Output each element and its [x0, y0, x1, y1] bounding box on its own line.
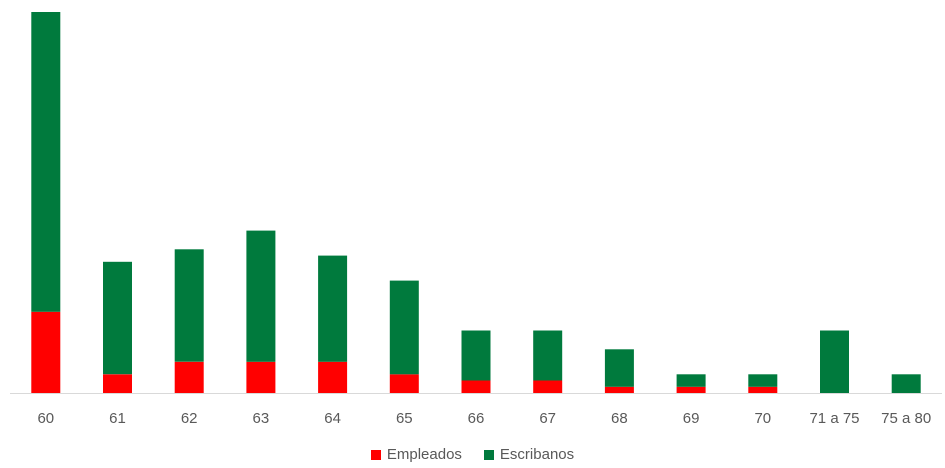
x-tick-label: 66	[468, 410, 485, 427]
x-tick-label: 61	[109, 410, 126, 427]
bar-escribanos-75-a-80	[891, 374, 921, 393]
legend-item-empleados: Empleados	[370, 446, 462, 463]
legend-label-escribanos: Escribanos	[499, 446, 575, 463]
bar-empleados-65	[389, 374, 419, 393]
bars-group	[31, 12, 921, 393]
legend-swatch-empleados	[370, 449, 381, 460]
x-tick-labels: 60 61 62 63 64 65 66 67 68 69 70 71 a 75 75 a 80	[37, 410, 931, 427]
bar-empleados-61	[103, 374, 132, 393]
bar-escribanos-67	[533, 330, 563, 381]
legend-label-empleados: Empleados	[386, 446, 462, 463]
bar-empleados-63	[246, 361, 276, 393]
x-tick-label: 60	[37, 410, 54, 427]
x-tick-label: 70	[754, 410, 771, 427]
legend: Empleados Escribanos	[0, 446, 945, 463]
x-tick-label: 67	[539, 410, 556, 427]
bar-escribanos-69	[676, 374, 706, 387]
bar-escribanos-61	[103, 261, 132, 375]
bar-escribanos-68	[604, 349, 634, 387]
x-tick-label: 68	[611, 410, 628, 427]
bar-empleados-62	[174, 361, 204, 393]
bar-empleados-68	[604, 386, 634, 393]
x-tick-label: 64	[324, 410, 341, 427]
bar-escribanos-65	[389, 280, 419, 375]
bar-empleados-60	[31, 311, 61, 393]
bar-empleados-64	[318, 361, 348, 393]
bar-escribanos-64	[318, 255, 348, 362]
bar-escribanos-62	[174, 249, 204, 362]
bar-empleados-66	[461, 380, 491, 393]
x-tick-label: 62	[181, 410, 198, 427]
x-tick-label: 63	[253, 410, 270, 427]
bar-escribanos-70	[748, 374, 778, 387]
bar-escribanos-66	[461, 330, 491, 381]
bar-empleados-67	[533, 380, 563, 393]
x-tick-label: 75 a 80	[881, 410, 931, 427]
legend-item-escribanos: Escribanos	[483, 446, 575, 463]
bar-escribanos-60	[31, 12, 61, 312]
bar-escribanos-71-a-75	[820, 330, 849, 393]
stacked-bar-chart: 60 61 62 63 64 65 66 67 68 69 70 71 a 75 75 a 80	[10, 12, 942, 427]
x-tick-label: 69	[683, 410, 700, 427]
bar-escribanos-63	[246, 230, 276, 362]
legend-swatch-escribanos	[483, 449, 494, 460]
bar-empleados-70	[748, 386, 778, 393]
x-tick-label: 65	[396, 410, 413, 427]
bar-empleados-69	[676, 386, 706, 393]
x-tick-label: 71 a 75	[809, 410, 859, 427]
